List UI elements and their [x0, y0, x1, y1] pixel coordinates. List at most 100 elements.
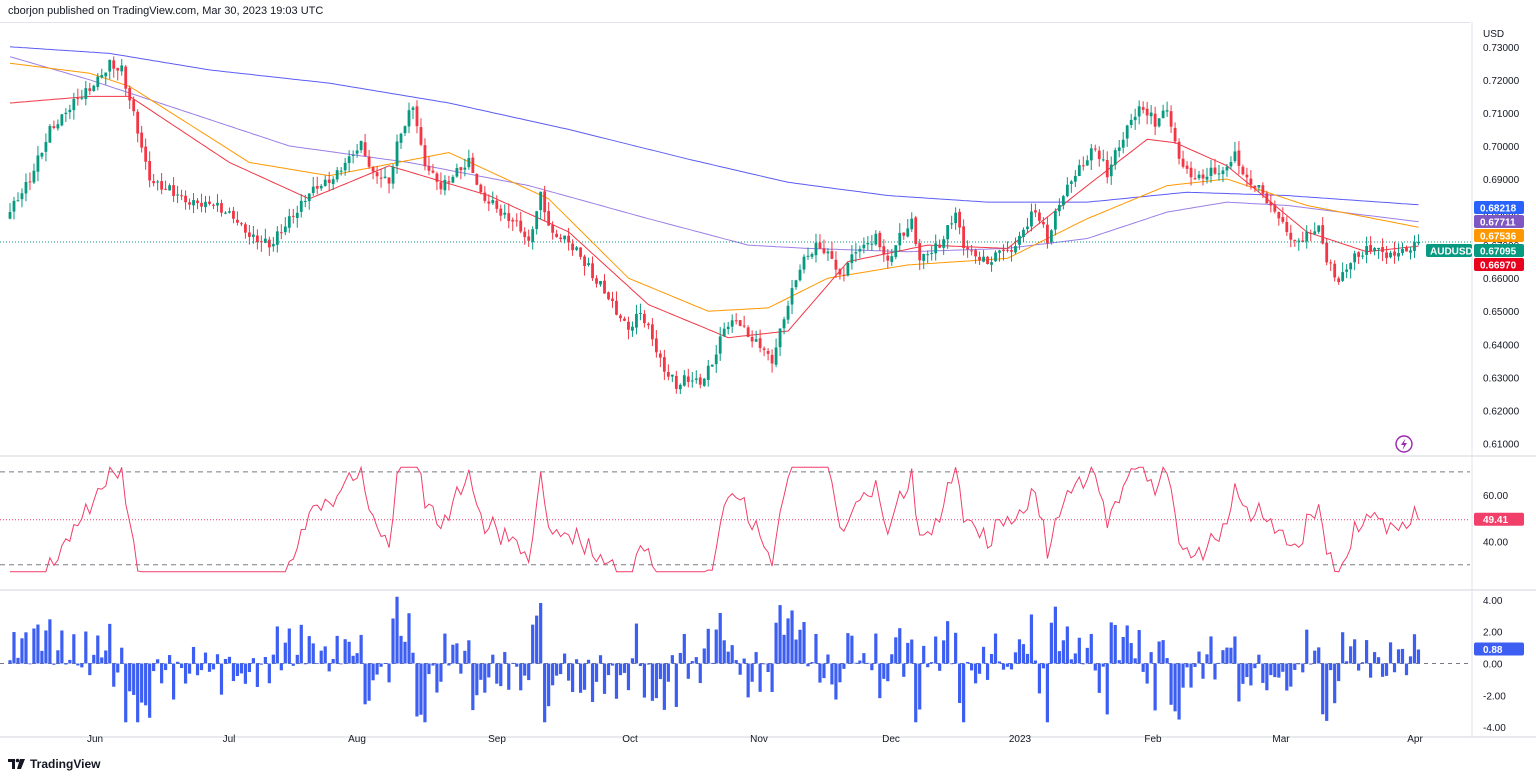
candle-body	[682, 375, 686, 386]
oscillator-bar	[1229, 647, 1233, 664]
oscillator-bar	[1205, 654, 1209, 664]
candle-body	[64, 112, 68, 114]
candle-body	[1089, 148, 1093, 161]
oscillator-bar	[44, 630, 48, 664]
oscillator-bar	[160, 663, 164, 684]
candle-body	[631, 326, 634, 331]
candle-body	[970, 250, 973, 252]
candle-body	[1101, 159, 1105, 161]
candle-body	[758, 338, 762, 348]
oscillator-bar	[199, 663, 204, 671]
candle-body	[1381, 247, 1384, 252]
oscillator-bar	[124, 663, 128, 723]
oscillator-bar	[347, 641, 351, 664]
candle-body	[591, 263, 594, 279]
candle-body	[587, 263, 590, 265]
oscillator-bar	[1141, 663, 1145, 672]
candle-body	[299, 200, 303, 212]
oscillator-bar	[275, 626, 279, 664]
candle-body	[403, 126, 407, 134]
candle-body	[802, 256, 806, 270]
candle-body	[367, 156, 371, 167]
oscillator-bar	[926, 663, 930, 668]
oscillator-bar	[802, 622, 806, 664]
candle-body	[220, 203, 223, 213]
candle-body	[1133, 116, 1137, 121]
candle-body	[994, 252, 997, 262]
candle-body	[1010, 249, 1013, 252]
candle-body	[615, 300, 618, 315]
candle-body	[894, 245, 898, 258]
oscillator-bar	[168, 655, 172, 664]
candle-body	[363, 142, 367, 156]
candle-body	[423, 145, 427, 167]
oscillator-bar	[1357, 663, 1361, 671]
oscillator-bar	[714, 629, 718, 664]
oscillator-bar	[1137, 630, 1141, 664]
oscillator-bar	[1400, 648, 1405, 664]
candle-body	[786, 305, 790, 320]
oscillator-bar	[906, 642, 910, 664]
candle-body	[411, 107, 415, 110]
candle-body	[1097, 150, 1101, 160]
oscillator-bar	[934, 636, 938, 664]
candle-body	[128, 88, 132, 101]
candle-body	[551, 224, 555, 233]
oscillator-bar	[291, 663, 295, 666]
lightning-icon[interactable]	[1395, 435, 1413, 453]
oscillator-bar	[1045, 663, 1049, 723]
oscillator-bar	[331, 658, 335, 664]
ema-fast-badge	[1474, 258, 1524, 271]
candle-body	[1137, 106, 1141, 117]
candle-body	[619, 315, 622, 319]
candle-body	[1165, 110, 1169, 112]
candle-body	[319, 185, 323, 189]
oscillator-bar	[838, 663, 842, 683]
oscillator-bar	[1353, 639, 1357, 664]
oscillator-bar	[64, 663, 68, 665]
candle-body	[1109, 164, 1113, 177]
oscillator-bar	[523, 663, 527, 676]
oscillator-bar	[854, 662, 858, 664]
candle-body	[886, 255, 890, 261]
candle-body	[694, 378, 698, 380]
oscillator-bar	[762, 663, 766, 665]
rsi-last-value: 49.41	[1483, 515, 1508, 526]
oscillator-bar	[942, 640, 946, 664]
oscillator-bar	[654, 663, 658, 699]
oscillator-bar	[535, 615, 539, 664]
candle-body	[1377, 247, 1380, 250]
oscillator-bar	[84, 631, 88, 664]
oscillator-bar	[116, 663, 120, 673]
oscillator-bar	[32, 628, 36, 664]
oscillator-bar	[1153, 663, 1157, 711]
oscillator-bar	[1017, 639, 1022, 664]
candle-body	[770, 354, 774, 364]
candle-body	[1233, 151, 1237, 162]
oscillator-bar	[1085, 647, 1089, 664]
oscillator-bar	[295, 654, 299, 664]
candle-body	[212, 204, 215, 206]
oscillator-bar	[359, 634, 363, 664]
candle-body	[515, 220, 519, 222]
oscillator-bar	[543, 663, 547, 723]
sma-mid-value: 0.67711	[1480, 218, 1516, 229]
oscillator-bar	[351, 655, 355, 664]
oscillator-bar	[1225, 647, 1229, 664]
oscillator-bar	[958, 663, 962, 703]
footer: TradingView	[8, 757, 100, 771]
oscillator-bar	[24, 632, 28, 664]
oscillator-bar	[1396, 649, 1401, 664]
oscillator-bar	[459, 663, 463, 674]
oscillator-bar	[52, 663, 56, 665]
oscillator-bar	[88, 663, 92, 676]
candle-body	[1293, 239, 1297, 241]
oscillator-bar	[938, 663, 942, 671]
currency-label: USD	[1483, 29, 1504, 40]
oscillator-bar	[1041, 663, 1046, 669]
oscillator-bar	[1337, 663, 1341, 682]
oscillator-bar	[211, 663, 216, 670]
oscillator-bar	[1005, 663, 1010, 667]
ema-mid-value: 0.67536	[1480, 232, 1517, 243]
